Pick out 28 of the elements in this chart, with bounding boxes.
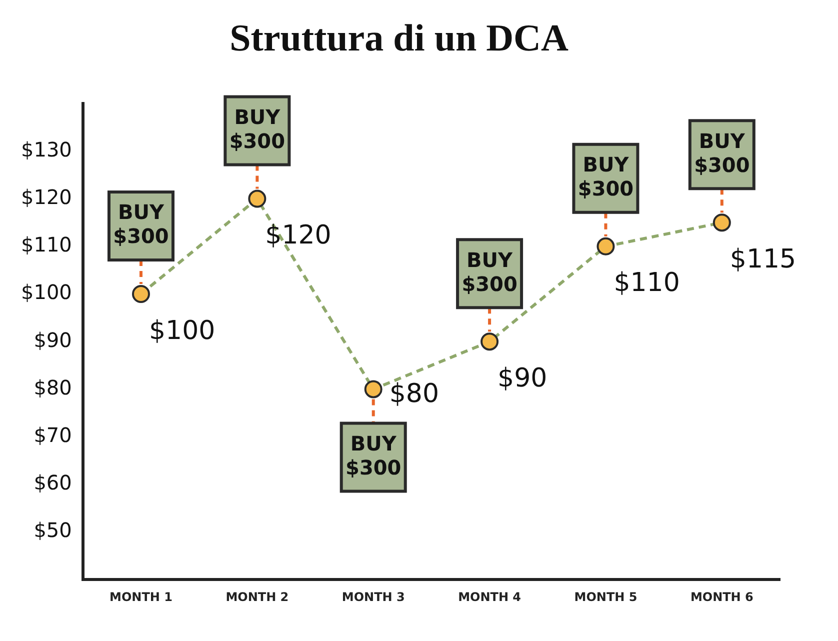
y-tick-label: $100	[20, 280, 72, 304]
annotation: BUY $300	[113, 200, 169, 248]
data-label: $120	[265, 220, 332, 251]
y-tick-label: $60	[34, 470, 72, 495]
y-tick-label: $110	[20, 232, 72, 257]
annotation: BUY $300	[578, 152, 634, 201]
x-tick-label: MONTH 5	[574, 590, 638, 604]
data-label: $80	[389, 378, 439, 409]
annotation: BUY $300	[462, 248, 518, 296]
data-label: $100	[148, 316, 216, 346]
x-tick-label: MONTH 6	[690, 590, 754, 604]
x-tick-label: MONTH 1	[110, 590, 172, 604]
y-tick-label: $130	[20, 137, 72, 162]
x-tick-label: MONTH 3	[342, 590, 405, 604]
y-tick-label: $50	[34, 518, 72, 542]
y-tick-label: $80	[34, 375, 72, 400]
annotation: BUY $300	[229, 105, 286, 154]
x-tick-label: MONTH 4	[458, 590, 522, 604]
annotation: BUY $300	[346, 431, 402, 480]
data-label: $90	[498, 363, 548, 394]
chart-title: Struttura di un DCA	[230, 18, 569, 60]
y-tick-label: $90	[34, 328, 72, 352]
y-tick-label: $120	[20, 185, 72, 210]
x-tick-label: MONTH 2	[226, 590, 289, 604]
annotation: BUY $300	[694, 128, 750, 177]
data-label: $115	[730, 244, 796, 274]
y-tick-label: $70	[34, 423, 72, 448]
data-label: $110	[614, 268, 680, 298]
